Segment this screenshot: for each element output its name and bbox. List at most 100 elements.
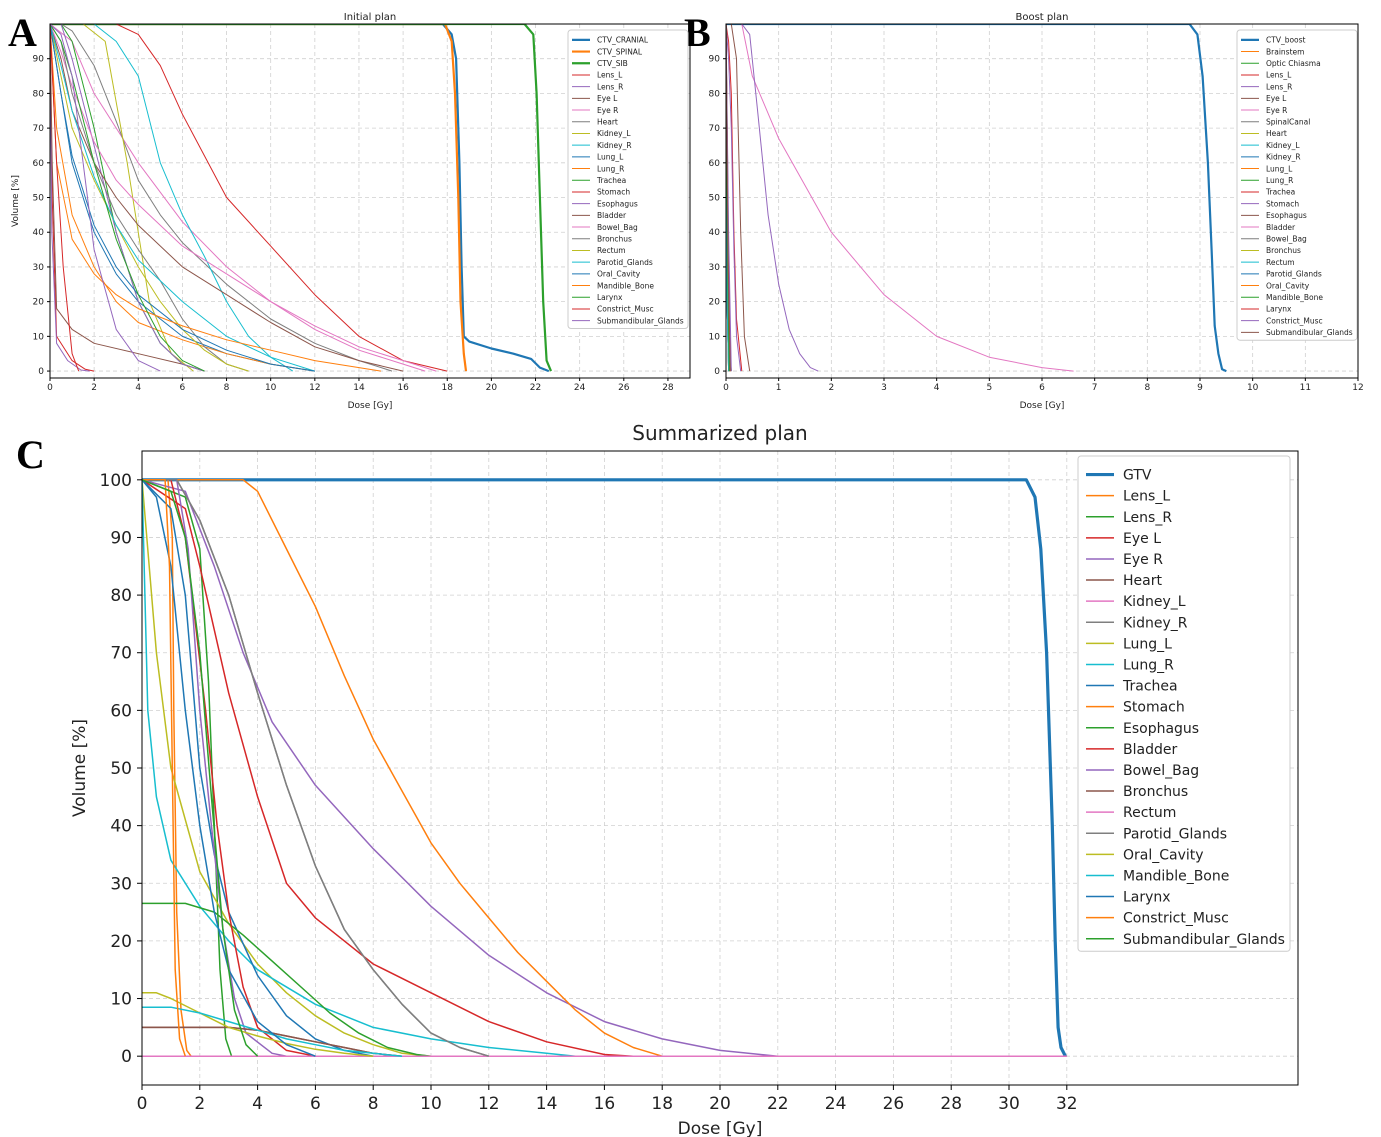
boost-plan-legend-label-parotid-glands: Parotid_Glands — [1266, 270, 1322, 279]
initial-plan-legend-label-bronchus: Bronchus — [597, 234, 632, 243]
summarized-plan-y-tick-label: 40 — [110, 817, 132, 837]
initial-plan-series-bowel-bag — [50, 24, 437, 372]
boost-plan-y-tick-label: 10 — [709, 332, 721, 342]
boost-plan-y-tick-label: 90 — [709, 55, 721, 65]
panel-label-a: A — [8, 10, 37, 55]
summarized-plan-legend-label-bladder: Bladder — [1123, 742, 1177, 758]
initial-plan-series-oral-cavity — [50, 24, 315, 372]
initial-plan-legend-label-ctv-cranial: CTV_CRANIAL — [597, 36, 649, 45]
summarized-plan-series-bladder — [142, 479, 316, 1057]
initial-plan-x-axis-label: Dose [Gy] — [348, 401, 393, 411]
summarized-plan-series-constrict-musc — [142, 479, 187, 1057]
initial-plan-series-esophagus — [50, 24, 205, 372]
initial-plan-legend-label-eye-l: Eye L — [597, 94, 618, 103]
summarized-plan-legend-label-rectum: Rectum — [1123, 805, 1176, 821]
initial-plan-y-tick-label: 60 — [33, 159, 45, 169]
boost-plan-legend-label-lung-r: Lung_R — [1266, 176, 1293, 185]
boost-plan-series-lens-l — [726, 24, 743, 372]
chart-summarized-plan: 0 2 4 6 8 10 12 14 16 18 20 22 24 26 28 30 3201020304050… — [70, 421, 1299, 1137]
boost-plan-legend-label-ctv-boost: CTV_boost — [1266, 36, 1306, 45]
boost-plan-legend-label-kidney-r: Kidney_R — [1266, 153, 1301, 162]
summarized-plan-legend-label-larynx: Larynx — [1123, 890, 1171, 906]
initial-plan-x-tick-label: 24 — [574, 383, 586, 393]
initial-plan-legend-label-kidney-r: Kidney_R — [597, 141, 632, 150]
summarized-plan-x-tick-label: 2 — [194, 1094, 205, 1114]
initial-plan-y-tick-label: 90 — [33, 55, 45, 65]
initial-plan-legend-label-trachea: Trachea — [596, 176, 626, 185]
initial-plan-legend-label-mandible-bone: Mandible_Bone — [597, 281, 654, 290]
initial-plan-series-lens-l — [50, 24, 95, 372]
boost-plan-series-ctv-boost — [726, 24, 1227, 373]
initial-plan-series-lung-r — [50, 24, 315, 372]
boost-plan-title: Boost plan — [1016, 12, 1069, 23]
initial-plan-series-bronchus — [50, 24, 249, 372]
initial-plan-y-tick-label: 70 — [33, 124, 45, 134]
boost-plan-series-submandibular-glands — [726, 24, 731, 372]
initial-plan-series-constrict-musc — [50, 24, 80, 372]
boost-plan-x-tick-label: 3 — [881, 383, 887, 393]
boost-plan-legend-label-esophagus: Esophagus — [1266, 211, 1307, 220]
boost-plan-series-group — [726, 24, 1227, 373]
initial-plan-x-tick-label: 8 — [224, 383, 230, 393]
initial-plan-x-tick-label: 18 — [442, 383, 454, 393]
initial-plan-x-tick-label: 0 — [47, 383, 53, 393]
boost-plan-x-tick-label: 10 — [1247, 383, 1259, 393]
summarized-plan-series-gtv — [142, 478, 1067, 1057]
initial-plan-series-ctv-sib — [50, 24, 553, 372]
initial-plan-legend-label-esophagus: Esophagus — [597, 199, 638, 208]
boost-plan-legend-label-stomach: Stomach — [1266, 199, 1299, 208]
initial-plan-legend-label-lens-l: Lens_L — [597, 71, 623, 80]
initial-plan-series-larynx — [50, 24, 205, 372]
summarized-plan-x-tick-label: 6 — [310, 1094, 321, 1114]
summarized-plan-x-tick-label: 26 — [883, 1094, 905, 1114]
boost-plan-legend-label-bronchus: Bronchus — [1266, 246, 1301, 255]
initial-plan-x-tick-label: 10 — [265, 383, 277, 393]
boost-plan-series-lens-r — [726, 24, 742, 372]
summarized-plan-y-tick-label: 50 — [110, 759, 132, 779]
boost-plan-x-tick-label: 12 — [1352, 383, 1363, 393]
boost-plan-series-eye-r — [726, 24, 1074, 372]
initial-plan-series-mandible-bone — [50, 24, 382, 372]
summarized-plan-y-tick-label: 0 — [121, 1047, 132, 1067]
boost-plan-series-eye-l — [726, 24, 751, 372]
initial-plan-legend-label-lens-r: Lens_R — [597, 82, 623, 91]
summarized-plan-legend-label-lens-r: Lens_R — [1123, 510, 1172, 526]
boost-plan-legend-label-lens-r: Lens_R — [1266, 82, 1292, 91]
boost-plan-x-axis-label: Dose [Gy] — [1020, 401, 1065, 411]
summarized-plan-series-mandible-bone — [142, 1006, 403, 1057]
boost-plan-legend-label-spinalcanal: SpinalCanal — [1266, 117, 1310, 126]
summarized-plan-y-tick-label: 80 — [110, 586, 132, 606]
boost-plan-legend-label-submandibular-glands: Submandibular_Glands — [1266, 328, 1353, 337]
boost-plan-legend-label-eye-r: Eye R — [1266, 106, 1287, 115]
initial-plan-x-tick-label: 6 — [180, 383, 186, 393]
initial-plan-y-tick-label: 30 — [33, 263, 45, 273]
initial-plan-x-tick-label: 4 — [135, 383, 141, 393]
initial-plan-legend-label-rectum: Rectum — [597, 246, 626, 255]
summarized-plan-x-tick-label: 32 — [1056, 1094, 1078, 1114]
summarized-plan-x-tick-label: 22 — [767, 1094, 789, 1114]
summarized-plan-x-tick-label: 16 — [594, 1094, 616, 1114]
summarized-plan-x-tick-label: 24 — [825, 1094, 847, 1114]
summarized-plan-series-bowel-bag — [142, 479, 287, 1057]
summarized-plan-series-esophagus — [142, 902, 432, 1057]
summarized-plan-x-tick-label: 28 — [940, 1094, 962, 1114]
summarized-plan-legend-label-lens-l: Lens_L — [1123, 489, 1170, 505]
boost-plan-legend-label-lens-l: Lens_L — [1266, 71, 1292, 80]
boost-plan-y-tick-label: 70 — [709, 124, 721, 134]
summarized-plan-series-stomach — [142, 479, 663, 1057]
boost-plan-legend-label-eye-l: Eye L — [1266, 94, 1287, 103]
boost-plan-y-tick-label: 50 — [709, 194, 721, 204]
summarized-plan-legend-label-heart: Heart — [1123, 573, 1162, 589]
summarized-plan-legend-label-mandible-bone: Mandible_Bone — [1123, 868, 1229, 884]
summarized-plan-x-tick-label: 14 — [536, 1094, 558, 1114]
boost-plan-y-tick-label: 0 — [714, 367, 720, 377]
boost-plan-x-tick-label: 5 — [986, 383, 992, 393]
summarized-plan-legend-label-lung-l: Lung_L — [1123, 636, 1172, 652]
summarized-plan-legend-label-bowel-bag: Bowel_Bag — [1123, 763, 1199, 779]
boost-plan-legend-label-mandible-bone: Mandible_Bone — [1266, 293, 1323, 302]
initial-plan-legend-label-lung-l: Lung_L — [597, 153, 624, 162]
summarized-plan-legend-label-lung-r: Lung_R — [1123, 657, 1174, 673]
initial-plan-title: Initial plan — [344, 12, 396, 23]
summarized-plan-legend-label-trachea: Trachea — [1122, 679, 1178, 695]
initial-plan-legend: CTV_CRANIAL CTV_SPINAL CTV_SIB Lens_L Lens_R… — [567, 29, 689, 329]
